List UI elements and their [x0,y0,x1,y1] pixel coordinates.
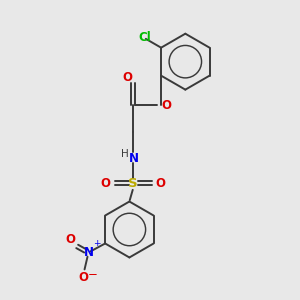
Text: −: − [88,268,98,281]
Text: N: N [83,246,93,259]
Text: O: O [123,71,133,84]
Text: Cl: Cl [138,31,151,44]
Text: O: O [66,232,76,246]
Text: O: O [101,177,111,190]
Text: O: O [155,177,166,190]
Text: S: S [128,177,138,190]
Text: H: H [121,149,129,159]
Text: +: + [93,239,100,248]
Text: O: O [161,99,171,112]
Text: N: N [129,152,139,166]
Text: O: O [78,271,88,284]
